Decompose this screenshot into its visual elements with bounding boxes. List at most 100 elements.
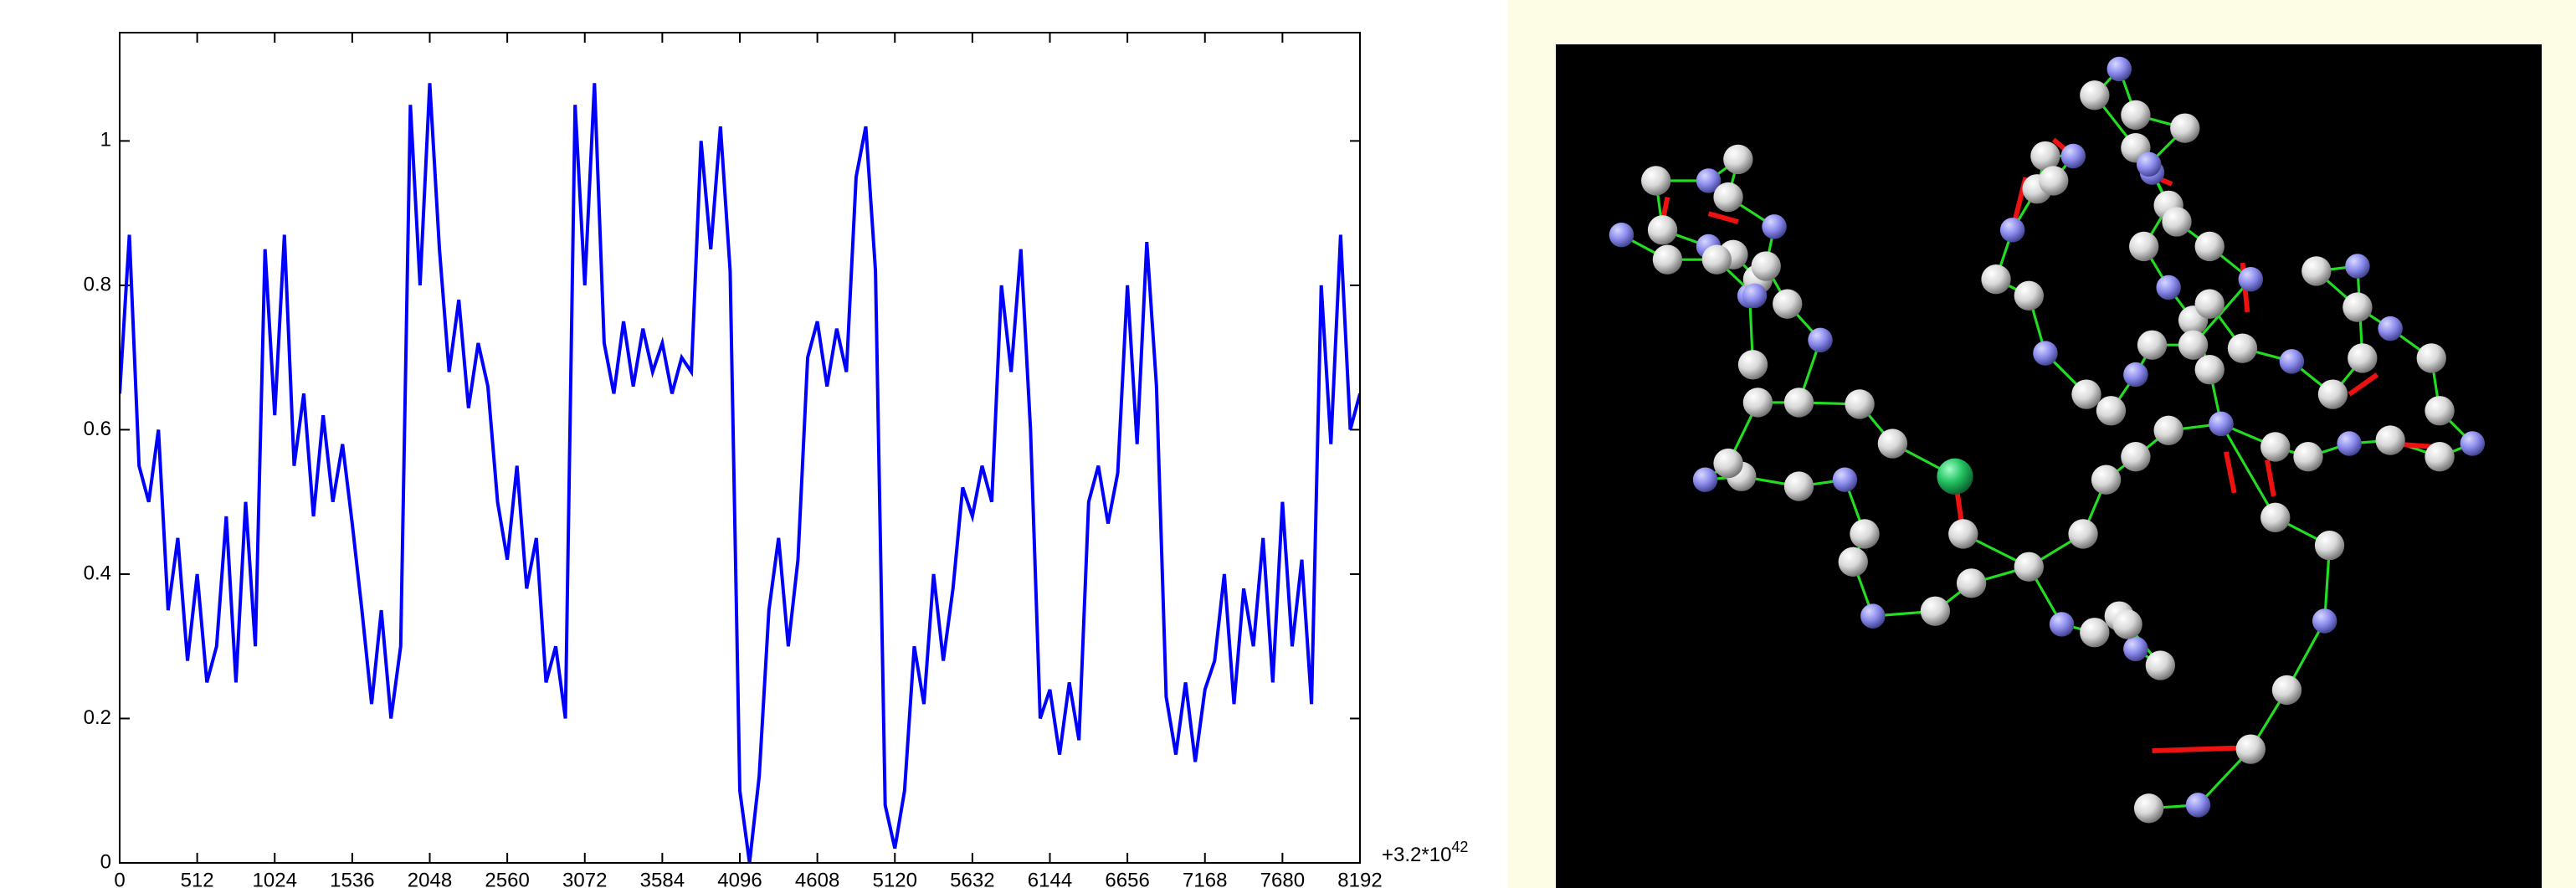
x-tick-label: 2048 [408,869,452,888]
atom [1838,547,1868,577]
atom [2014,280,2044,311]
x-tick-label: 4096 [717,869,762,888]
atom [1742,283,1768,309]
atom [1783,388,1814,418]
x-tick-label: 4608 [795,869,839,888]
atom [2071,379,2101,409]
y-tick-label: 0 [100,850,111,873]
atom [1808,327,1833,353]
atom [2129,231,2159,262]
atom [1832,467,1858,492]
atom [2314,531,2345,561]
y-tick-label: 0.6 [84,418,111,440]
atom [2106,56,2132,82]
bond [1620,234,1756,297]
x-tick-label: 1024 [253,869,297,888]
atom [1737,350,1768,380]
x-tick-label: 7168 [1183,869,1227,888]
x-tick-label: 2560 [485,869,529,888]
atom [1762,214,1787,239]
atom [2194,289,2224,319]
x-tick-label: 5632 [950,869,994,888]
atom [1956,568,1987,598]
atom [2137,330,2168,360]
x-tick-label: 3584 [640,869,685,888]
atom [2317,379,2348,409]
atom [2375,425,2405,455]
atom [1692,467,1718,492]
x-tick-label: 512 [181,869,214,888]
atom [1948,519,1978,549]
atom [1773,289,1803,319]
x-offset-base: +3.2*10 [1382,844,1451,866]
atom [2178,330,2209,360]
atom [2301,256,2332,286]
x-tick-label: 8192 [1337,869,1382,888]
x-tick-label: 7680 [1260,869,1305,888]
atom [2343,292,2373,322]
atom [2293,442,2323,472]
atom [2425,442,2455,472]
atom [2425,396,2455,426]
atom [2194,231,2224,262]
atom [2091,465,2122,495]
atom [1920,596,1951,626]
atom [1742,388,1773,418]
double-bond [2265,459,2276,497]
atom [1713,448,1743,479]
atom [1850,519,1880,549]
molecule [1609,56,2486,824]
atom [2378,316,2403,341]
atom [2133,793,2164,824]
double-bond [1707,211,1739,224]
atom [2123,636,2148,662]
atom [2185,793,2211,818]
atom [1713,182,1743,213]
x-tick-label: 5120 [873,869,917,888]
atom [2049,612,2075,637]
atom [2156,275,2181,300]
atom [2271,675,2302,706]
y-tick-label: 1 [100,129,111,151]
atom [2260,502,2291,533]
atom [1641,166,1671,196]
atom [2145,650,2176,680]
atom [2153,415,2183,445]
atom [2060,143,2086,169]
atom [2235,734,2266,764]
atom [2080,618,2110,648]
x-offset-label: +3.2*1042 [1382,839,1468,867]
atom [2345,254,2370,279]
y-tick-label: 0.8 [84,273,111,295]
atom [2312,608,2337,634]
atom [2039,166,2069,196]
atom [2123,362,2148,388]
x-tick-label: 3072 [562,869,607,888]
data-line [120,83,1360,863]
atom [1845,389,1875,419]
atom [2068,519,2098,549]
double-bond [2348,372,2379,397]
y-tick-label: 0.4 [84,562,111,584]
atom [1860,603,1886,629]
atom [1647,215,1678,245]
atom [2121,100,2151,131]
axes-box [119,32,1361,864]
atom [2170,113,2200,143]
atom [1981,264,2011,295]
atom [2030,141,2060,172]
atom [1937,458,1973,495]
atom [2238,266,2264,292]
atom [2080,80,2110,110]
x-tick-label: 1536 [330,869,374,888]
x-tick-label: 6144 [1028,869,1072,888]
atom [1609,222,1634,248]
x-tick-label: 0 [114,869,125,888]
plot-background [0,0,1508,888]
double-bond [2152,745,2251,754]
atom [2121,442,2151,472]
atom [2460,431,2486,456]
atom [2337,431,2362,456]
